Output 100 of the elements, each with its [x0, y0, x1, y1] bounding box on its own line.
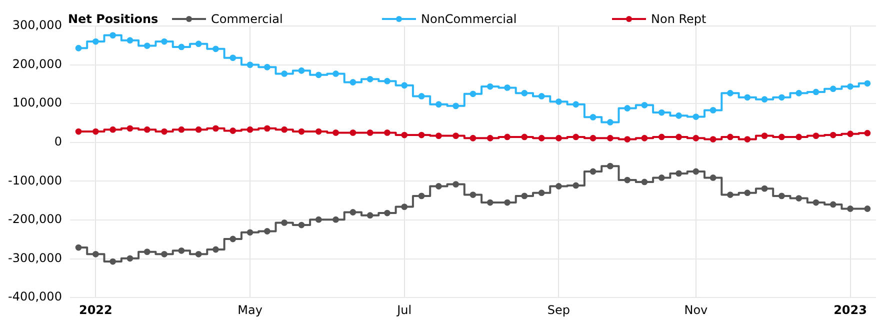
point — [350, 130, 356, 136]
chart-title: Net Positions — [68, 12, 160, 26]
point — [521, 192, 528, 200]
point — [676, 170, 682, 177]
point — [676, 112, 682, 119]
point — [812, 199, 820, 206]
point — [590, 114, 596, 120]
point — [435, 101, 442, 108]
point — [812, 132, 820, 140]
point — [486, 199, 494, 206]
point — [246, 229, 254, 236]
point — [161, 250, 168, 258]
point — [230, 236, 236, 242]
point — [504, 84, 510, 91]
point — [178, 126, 185, 133]
x-tick-label: May — [238, 302, 262, 317]
point — [521, 90, 528, 96]
point — [556, 183, 562, 190]
x-tick-label: 2022 — [78, 302, 112, 317]
point — [590, 134, 596, 142]
point — [92, 128, 99, 135]
point — [830, 86, 836, 92]
point — [401, 132, 408, 138]
point — [676, 134, 682, 140]
point — [486, 83, 494, 90]
y-tick-label: 100,000 — [12, 96, 62, 110]
point — [75, 128, 82, 135]
point — [366, 130, 374, 136]
y-tick-label: 0 — [54, 134, 62, 149]
point — [315, 72, 322, 78]
point — [470, 134, 476, 142]
point — [641, 178, 648, 186]
point — [864, 206, 871, 212]
point — [384, 130, 390, 136]
y-tick-label: 200,000 — [12, 56, 62, 71]
point — [847, 206, 854, 212]
point — [75, 44, 82, 52]
point — [435, 132, 442, 140]
point — [727, 90, 734, 96]
point — [710, 106, 716, 114]
y-tick-label: 300,000 — [12, 18, 62, 32]
point — [778, 192, 785, 200]
point — [710, 136, 716, 142]
legend-label: Commercial — [211, 12, 283, 26]
y-tick-label: -400,000 — [8, 290, 62, 304]
point — [418, 93, 425, 100]
point — [332, 70, 339, 77]
point — [281, 220, 288, 226]
point — [556, 98, 562, 105]
point — [178, 247, 185, 254]
point — [606, 134, 614, 142]
point — [212, 125, 219, 132]
point — [504, 199, 510, 206]
point — [92, 38, 99, 45]
point — [264, 64, 270, 70]
point — [126, 125, 134, 132]
point — [692, 168, 700, 175]
point — [452, 132, 460, 140]
point — [710, 174, 716, 181]
point — [847, 130, 854, 138]
point — [606, 162, 614, 170]
point — [332, 130, 339, 136]
point — [264, 228, 270, 234]
point — [727, 192, 734, 198]
point — [864, 80, 871, 87]
point — [126, 255, 134, 262]
point — [470, 90, 476, 98]
point — [538, 134, 545, 142]
point — [246, 126, 254, 133]
point — [658, 109, 665, 116]
y-tick-label: -300,000 — [8, 250, 62, 265]
point — [230, 128, 236, 134]
legend-label: NonCommercial — [421, 12, 517, 26]
point — [744, 94, 751, 101]
point — [418, 192, 425, 200]
point — [761, 132, 768, 140]
point — [796, 134, 802, 140]
point — [658, 174, 665, 181]
point — [624, 105, 631, 112]
point — [692, 114, 700, 120]
point — [590, 168, 596, 175]
point — [624, 136, 631, 142]
point — [486, 134, 494, 142]
x-tick-label: Sep — [547, 302, 570, 317]
point — [401, 82, 408, 89]
point — [212, 246, 219, 253]
point — [830, 132, 836, 138]
point — [178, 44, 185, 50]
point — [452, 102, 460, 110]
point — [195, 40, 202, 48]
point — [692, 134, 700, 142]
point — [246, 62, 254, 68]
point — [315, 216, 322, 223]
point — [366, 212, 374, 219]
point — [761, 96, 768, 103]
x-tick-label: Jul — [396, 302, 412, 317]
point — [727, 134, 734, 140]
point — [110, 258, 116, 265]
point — [538, 190, 545, 196]
point — [830, 201, 836, 208]
